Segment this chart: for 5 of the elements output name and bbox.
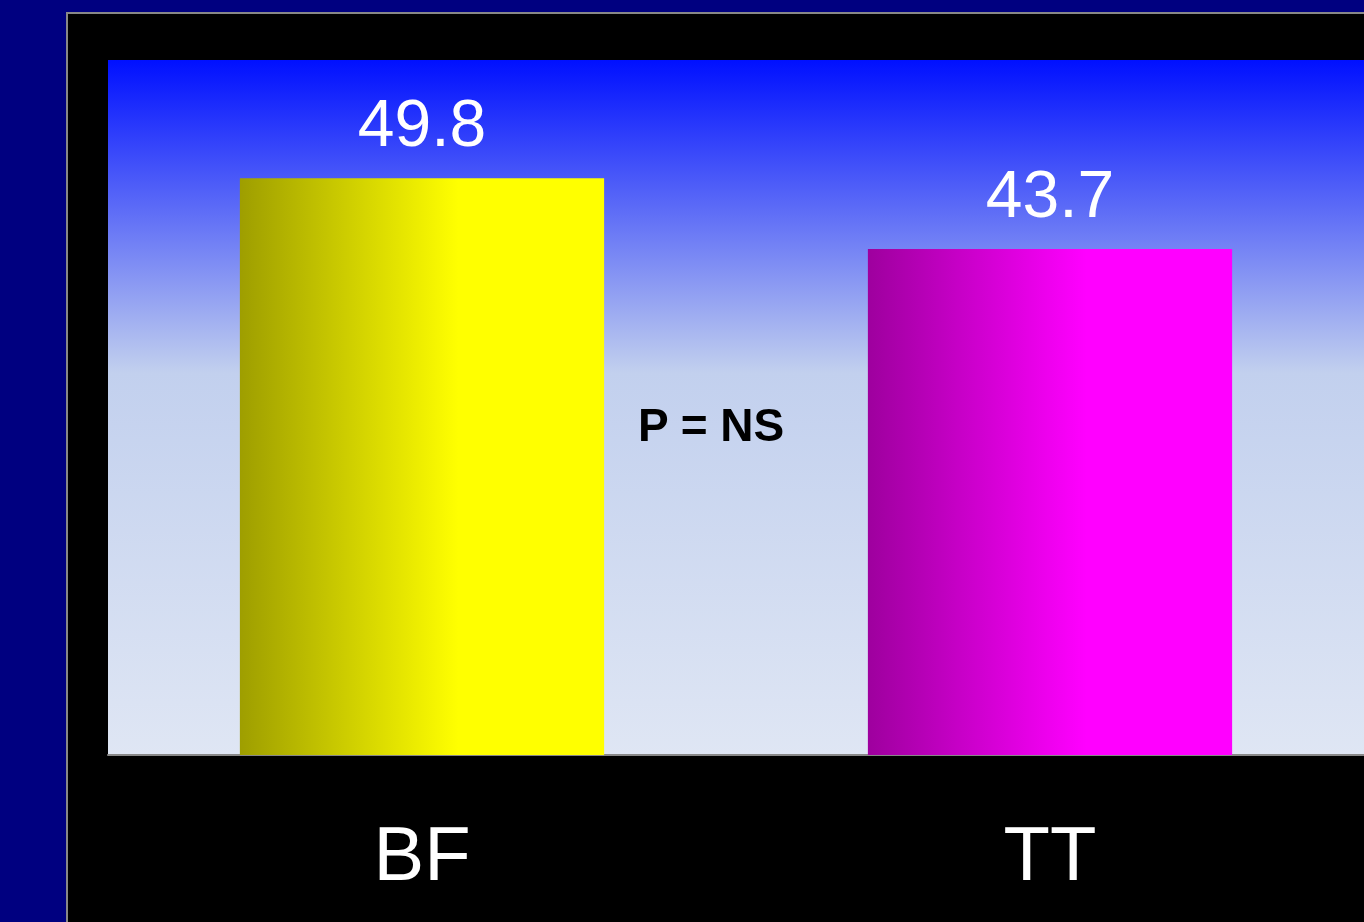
x-tick-label: BF — [373, 810, 471, 896]
data-label: 49.8 — [357, 86, 487, 161]
x-tick-label: TT — [1003, 810, 1097, 896]
data-label: 43.7 — [985, 156, 1115, 231]
annotation: P = NS — [638, 399, 785, 451]
